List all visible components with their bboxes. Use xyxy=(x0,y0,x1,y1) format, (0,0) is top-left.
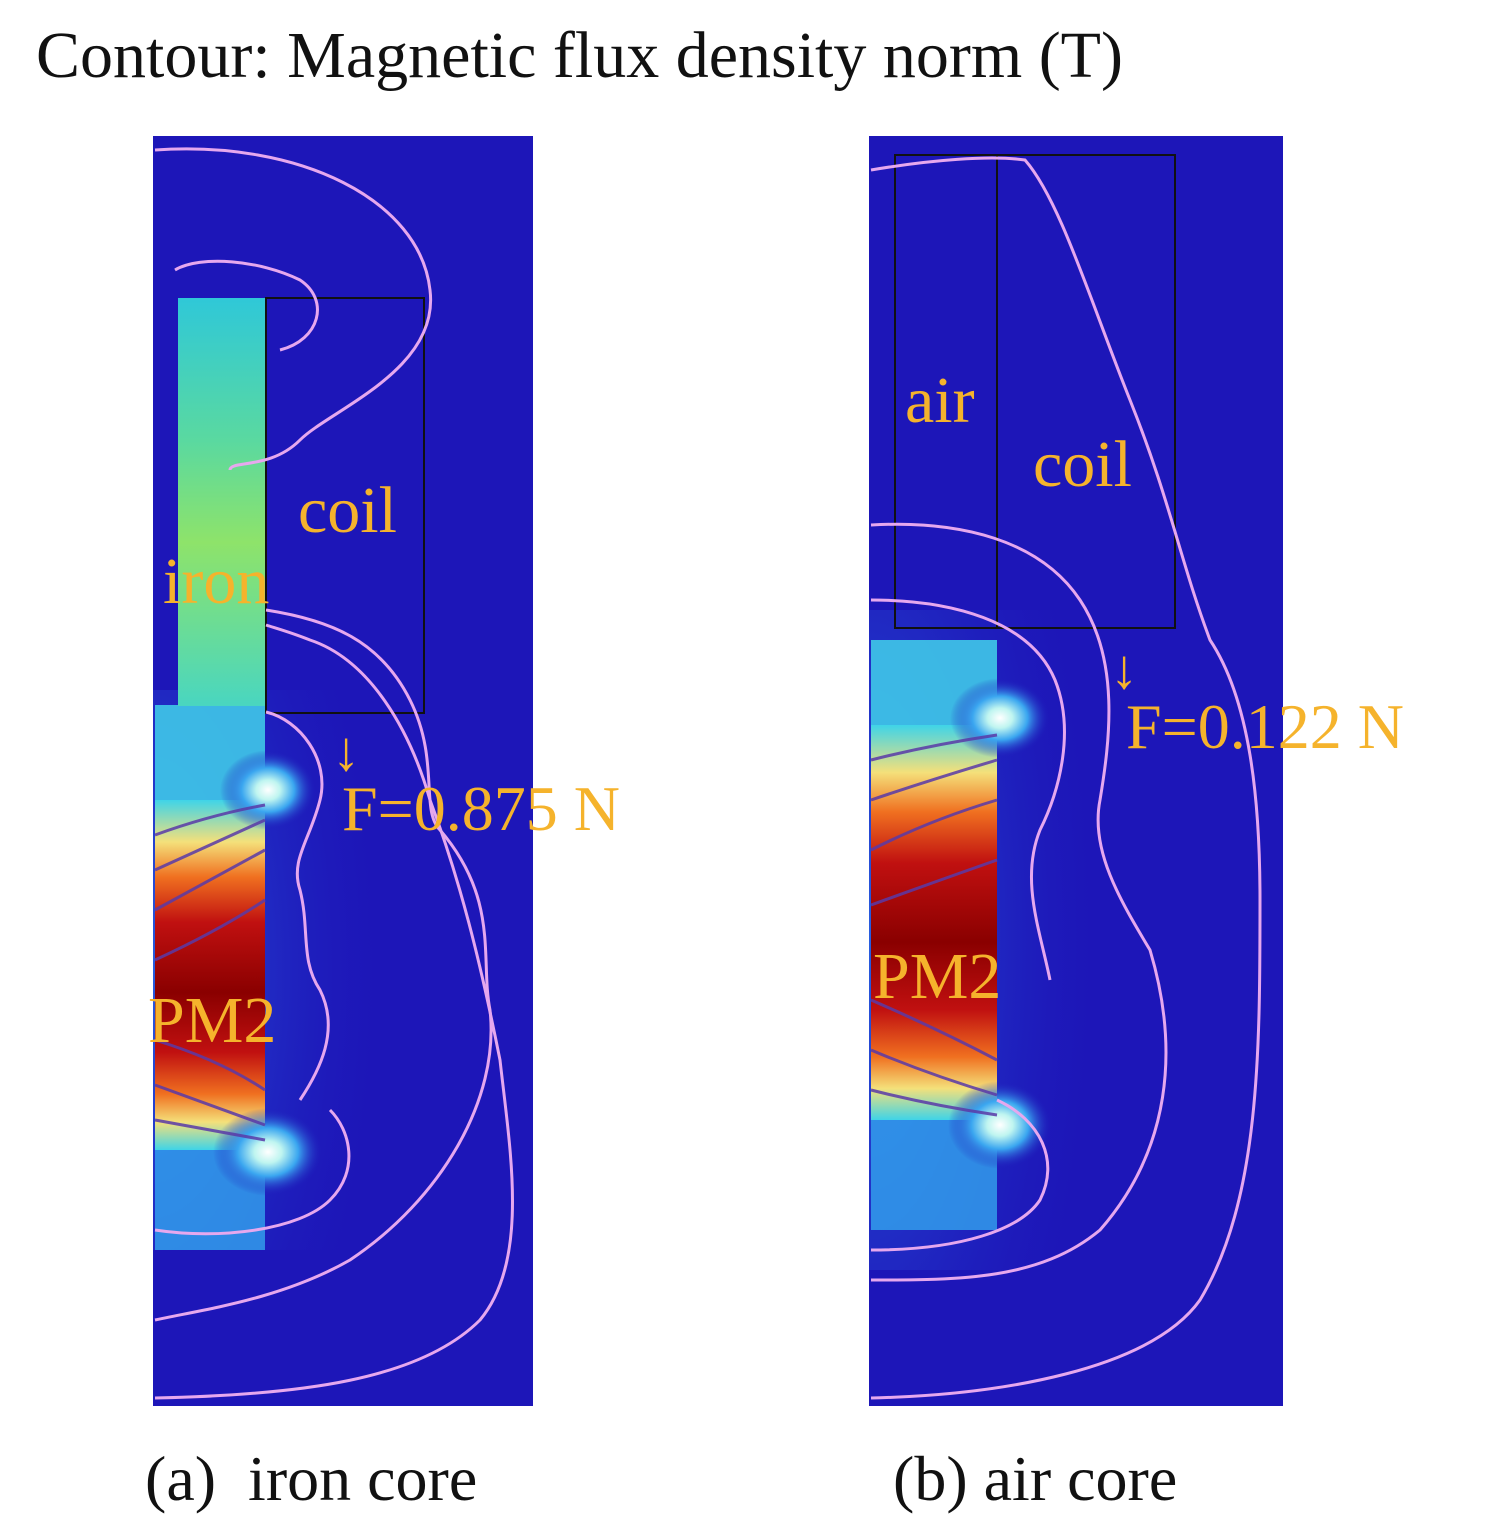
panel-a: coil iron PM2 ↓ F=0.875 N xyxy=(148,136,620,1406)
panel-b-hotspot-bottom xyxy=(948,1081,1052,1169)
panel-a-hotspot-bottom xyxy=(213,1108,323,1196)
panel-b-label-magnet: PM2 xyxy=(873,940,1001,1013)
panel-a-coil-outline xyxy=(265,297,425,714)
panel-a-force-arrow: ↓ xyxy=(332,721,360,783)
panel-b-hotspot-top xyxy=(950,678,1050,758)
panel-a-magnet-contours xyxy=(154,803,266,1142)
panel-a-magnet-region xyxy=(155,800,265,1150)
panel-b-magnet-contours xyxy=(870,733,998,1117)
page-title: Contour: Magnetic flux density norm (T) xyxy=(36,19,1123,92)
panel-b-contour-lines xyxy=(870,156,1262,1400)
panel-a-iron-core xyxy=(178,298,266,706)
panel-b-force-label: F=0.122 N xyxy=(1126,691,1404,762)
panel-b-coil-outline xyxy=(996,154,1176,629)
panel-a-hotspot-top xyxy=(220,750,316,830)
panel-b-label-air: air xyxy=(905,364,975,437)
panel-a-label-iron: iron xyxy=(163,545,269,618)
panel-b-label-coil: coil xyxy=(1033,428,1132,501)
panel-a-label-coil: coil xyxy=(298,474,397,547)
panel-b-magnet-region xyxy=(871,725,997,1120)
panel-b: air coil PM2 ↓ F=0.122 N xyxy=(869,136,1404,1406)
panel-b-force-arrow: ↓ xyxy=(1110,639,1138,701)
panel-a-label-magnet: PM2 xyxy=(148,984,276,1057)
panel-a-caption: (a) iron core xyxy=(145,1443,477,1514)
panel-a-contour-lines xyxy=(154,147,514,1400)
panel-a-force-label: F=0.875 N xyxy=(342,773,620,844)
panel-b-caption: (b) air core xyxy=(893,1443,1177,1514)
